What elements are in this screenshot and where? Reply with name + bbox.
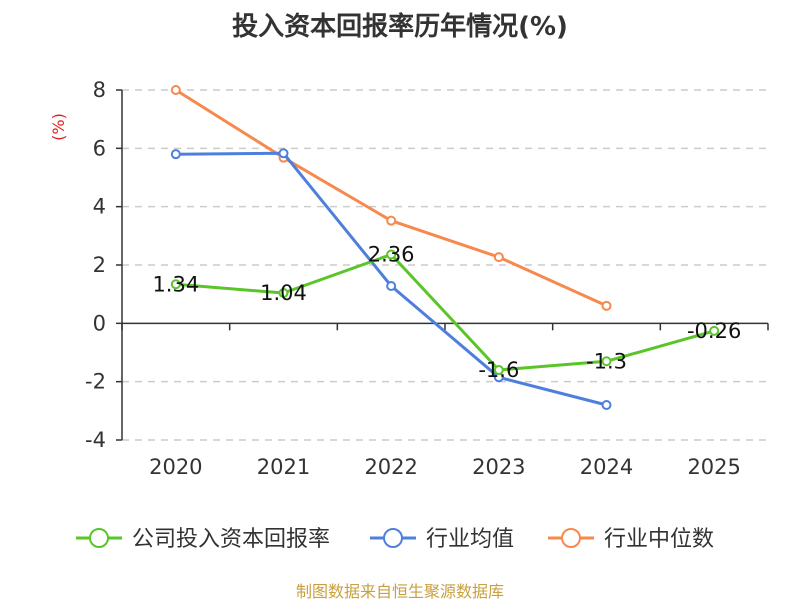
x-tick-label: 2022 (364, 455, 417, 479)
data-label: -1.6 (478, 358, 519, 382)
data-label: 1.34 (152, 272, 199, 296)
x-tick-label: 2020 (149, 455, 202, 479)
y-tick-label: -4 (85, 428, 106, 452)
data-point[interactable] (386, 249, 397, 260)
series-line (175, 253, 715, 372)
legend-swatch-marker (383, 528, 403, 548)
data-point[interactable] (386, 281, 397, 291)
y-tick-label: 2 (93, 253, 106, 277)
data-point[interactable] (170, 279, 181, 290)
legend-item[interactable]: 行业均值 (370, 527, 514, 552)
data-point[interactable] (493, 365, 504, 375)
axes: -4 -2 0 2 4 6 8 (%) 2020 2021 2022 2023 2024 2025 (49, 78, 769, 479)
grid-lines (122, 89, 768, 441)
legend-item[interactable]: 行业中位数 (548, 527, 714, 552)
series-line (175, 88, 608, 308)
y-tick-label: 6 (93, 136, 106, 160)
legend-label: 公司投入资本回报率 (132, 527, 330, 552)
series-group (170, 85, 720, 410)
y-tick-label: -2 (85, 370, 106, 394)
legend-swatch-marker (561, 528, 581, 548)
data-point[interactable] (170, 149, 181, 160)
data-point[interactable] (601, 300, 612, 311)
y-tick-label: 4 (93, 195, 106, 219)
data-point[interactable] (601, 356, 612, 367)
data-point[interactable] (278, 148, 289, 159)
legend[interactable]: 公司投入资本回报率 行业均值 行业中位数 (76, 527, 714, 552)
data-point[interactable] (493, 252, 504, 263)
data-labels: 1.34 1.04 2.36 -1.6 -1.3 -0.26 (152, 243, 741, 383)
y-tick-label: 8 (93, 78, 106, 102)
data-point[interactable] (601, 400, 612, 410)
data-label: 1.04 (260, 281, 307, 305)
data-label: -1.3 (586, 349, 627, 373)
data-point[interactable] (278, 288, 289, 298)
legend-item[interactable]: 公司投入资本回报率 (76, 527, 330, 552)
legend-label: 行业均值 (426, 527, 514, 552)
data-point[interactable] (386, 215, 397, 226)
data-source-note: 制图数据来自恒生聚源数据库 (295, 582, 504, 601)
legend-swatch-marker (89, 528, 109, 548)
y-tick-label: 0 (93, 311, 106, 335)
x-tick-label: 2024 (580, 455, 633, 479)
x-tick-label: 2023 (472, 455, 525, 479)
legend-label: 行业中位数 (604, 527, 714, 552)
data-point[interactable] (709, 325, 720, 336)
x-tick-label: 2021 (257, 455, 310, 479)
data-label: -0.26 (687, 319, 741, 343)
data-point[interactable] (170, 85, 181, 95)
data-label: 2.36 (368, 243, 415, 267)
y-axis-unit: (%) (49, 113, 68, 141)
chart-title: 投入资本回报率历年情况(%) (232, 12, 568, 42)
x-tick-label: 2025 (687, 455, 740, 479)
